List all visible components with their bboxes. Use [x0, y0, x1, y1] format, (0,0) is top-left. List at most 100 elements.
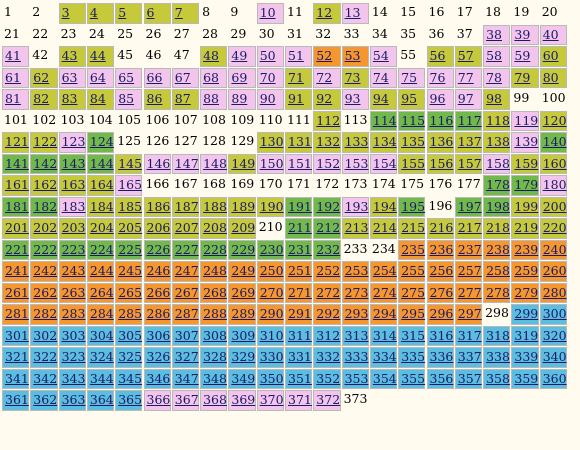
number-cell-293[interactable]: 293 — [341, 304, 369, 325]
number-cell-116[interactable]: 116 — [426, 110, 454, 131]
number-cell-114[interactable]: 114 — [369, 110, 398, 131]
number-cell-5[interactable]: 5 — [115, 3, 143, 24]
number-cell-71[interactable]: 71 — [285, 67, 313, 88]
number-cell-133[interactable]: 133 — [341, 132, 369, 153]
number-cell-219[interactable]: 219 — [511, 218, 539, 239]
number-cell-265[interactable]: 265 — [115, 282, 143, 303]
number-cell-161[interactable]: 161 — [2, 175, 30, 196]
number-cell-308[interactable]: 308 — [200, 325, 228, 346]
number-cell-38[interactable]: 38 — [483, 24, 511, 45]
number-cell-345[interactable]: 345 — [115, 368, 143, 389]
number-cell-192[interactable]: 192 — [313, 196, 341, 217]
number-cell-157[interactable]: 157 — [454, 153, 483, 174]
number-cell-246[interactable]: 246 — [143, 261, 171, 282]
number-cell-229[interactable]: 229 — [228, 239, 256, 260]
number-cell-208[interactable]: 208 — [200, 218, 228, 239]
number-cell-249[interactable]: 249 — [228, 261, 256, 282]
number-cell-141[interactable]: 141 — [2, 153, 30, 174]
number-cell-204[interactable]: 204 — [86, 218, 115, 239]
number-cell-217[interactable]: 217 — [454, 218, 483, 239]
number-cell-223[interactable]: 223 — [58, 239, 86, 260]
number-cell-185[interactable]: 185 — [115, 196, 143, 217]
number-cell-244[interactable]: 244 — [86, 261, 115, 282]
number-cell-269[interactable]: 269 — [228, 282, 256, 303]
number-cell-93[interactable]: 93 — [341, 89, 369, 110]
number-cell-211[interactable]: 211 — [285, 218, 313, 239]
number-cell-360[interactable]: 360 — [539, 368, 567, 389]
number-cell-359[interactable]: 359 — [511, 368, 539, 389]
number-cell-149[interactable]: 149 — [228, 153, 256, 174]
number-cell-355[interactable]: 355 — [398, 368, 426, 389]
number-cell-230[interactable]: 230 — [256, 239, 284, 260]
number-cell-48[interactable]: 48 — [200, 46, 228, 67]
number-cell-313[interactable]: 313 — [341, 325, 369, 346]
number-cell-50[interactable]: 50 — [256, 46, 284, 67]
number-cell-85[interactable]: 85 — [115, 89, 143, 110]
number-cell-79[interactable]: 79 — [511, 67, 539, 88]
number-cell-264[interactable]: 264 — [86, 282, 115, 303]
number-cell-96[interactable]: 96 — [426, 89, 454, 110]
number-cell-190[interactable]: 190 — [256, 196, 284, 217]
number-cell-218[interactable]: 218 — [483, 218, 511, 239]
number-cell-283[interactable]: 283 — [58, 304, 86, 325]
number-cell-143[interactable]: 143 — [58, 153, 86, 174]
number-cell-303[interactable]: 303 — [58, 325, 86, 346]
number-cell-253[interactable]: 253 — [341, 261, 369, 282]
number-cell-44[interactable]: 44 — [86, 46, 115, 67]
number-cell-122[interactable]: 122 — [30, 132, 58, 153]
number-cell-120[interactable]: 120 — [539, 110, 567, 131]
number-cell-40[interactable]: 40 — [539, 24, 567, 45]
number-cell-12[interactable]: 12 — [313, 3, 341, 24]
number-cell-286[interactable]: 286 — [143, 304, 171, 325]
number-cell-130[interactable]: 130 — [256, 132, 284, 153]
number-cell-65[interactable]: 65 — [115, 67, 143, 88]
number-cell-320[interactable]: 320 — [539, 325, 567, 346]
number-cell-258[interactable]: 258 — [483, 261, 511, 282]
number-cell-275[interactable]: 275 — [398, 282, 426, 303]
number-cell-13[interactable]: 13 — [341, 3, 369, 24]
number-cell-224[interactable]: 224 — [86, 239, 115, 260]
number-cell-97[interactable]: 97 — [454, 89, 483, 110]
number-cell-312[interactable]: 312 — [313, 325, 341, 346]
number-cell-90[interactable]: 90 — [256, 89, 284, 110]
number-cell-239[interactable]: 239 — [511, 239, 539, 260]
number-cell-117[interactable]: 117 — [454, 110, 483, 131]
number-cell-209[interactable]: 209 — [228, 218, 256, 239]
number-cell-181[interactable]: 181 — [2, 196, 30, 217]
number-cell-123[interactable]: 123 — [58, 132, 86, 153]
number-cell-56[interactable]: 56 — [426, 46, 454, 67]
number-cell-78[interactable]: 78 — [483, 67, 511, 88]
number-cell-80[interactable]: 80 — [539, 67, 567, 88]
number-cell-162[interactable]: 162 — [30, 175, 58, 196]
number-cell-52[interactable]: 52 — [313, 46, 341, 67]
number-cell-145[interactable]: 145 — [115, 153, 143, 174]
number-cell-59[interactable]: 59 — [511, 46, 539, 67]
number-cell-302[interactable]: 302 — [30, 325, 58, 346]
number-cell-327[interactable]: 327 — [171, 347, 200, 368]
number-cell-186[interactable]: 186 — [143, 196, 171, 217]
number-cell-300[interactable]: 300 — [539, 304, 567, 325]
number-cell-215[interactable]: 215 — [398, 218, 426, 239]
number-cell-199[interactable]: 199 — [511, 196, 539, 217]
number-cell-266[interactable]: 266 — [143, 282, 171, 303]
number-cell-54[interactable]: 54 — [369, 46, 398, 67]
number-cell-68[interactable]: 68 — [200, 67, 228, 88]
number-cell-322[interactable]: 322 — [30, 347, 58, 368]
number-cell-213[interactable]: 213 — [341, 218, 369, 239]
number-cell-41[interactable]: 41 — [2, 46, 30, 67]
number-cell-370[interactable]: 370 — [256, 390, 284, 411]
number-cell-262[interactable]: 262 — [30, 282, 58, 303]
number-cell-66[interactable]: 66 — [143, 67, 171, 88]
number-cell-86[interactable]: 86 — [143, 89, 171, 110]
number-cell-3[interactable]: 3 — [58, 3, 86, 24]
number-cell-291[interactable]: 291 — [285, 304, 313, 325]
number-cell-191[interactable]: 191 — [285, 196, 313, 217]
number-cell-273[interactable]: 273 — [341, 282, 369, 303]
number-cell-353[interactable]: 353 — [341, 368, 369, 389]
number-cell-350[interactable]: 350 — [256, 368, 284, 389]
number-cell-325[interactable]: 325 — [115, 347, 143, 368]
number-cell-356[interactable]: 356 — [426, 368, 454, 389]
number-cell-183[interactable]: 183 — [58, 196, 86, 217]
number-cell-323[interactable]: 323 — [58, 347, 86, 368]
number-cell-304[interactable]: 304 — [86, 325, 115, 346]
